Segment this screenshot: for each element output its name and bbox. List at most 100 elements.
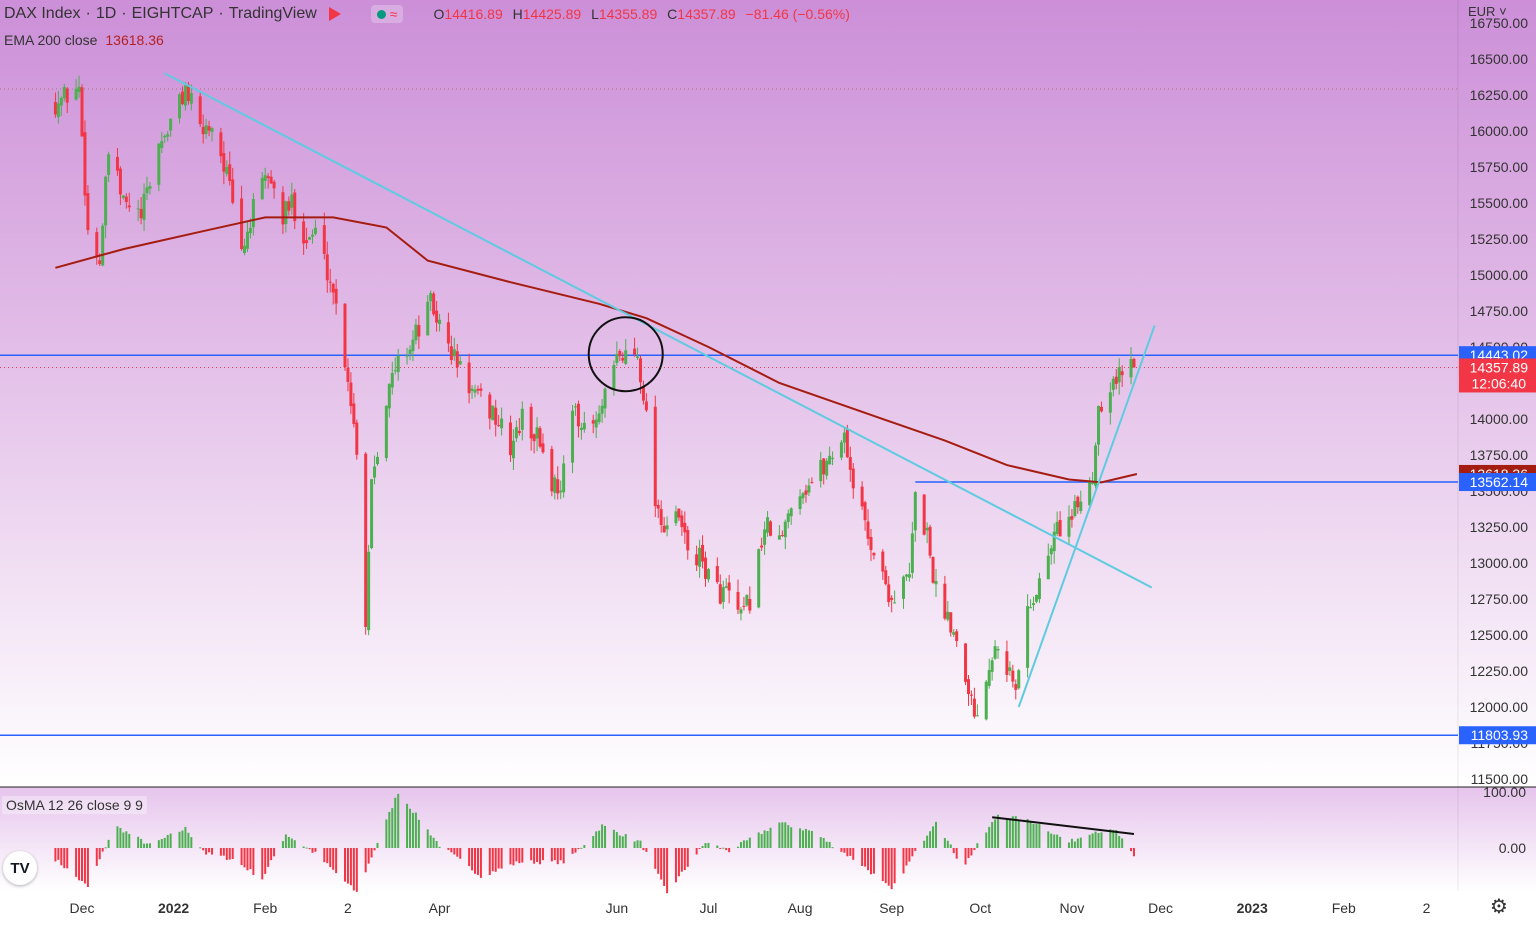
candle-up[interactable] bbox=[101, 225, 105, 266]
candle-up[interactable] bbox=[987, 670, 991, 686]
candle-down[interactable] bbox=[964, 643, 968, 682]
candle-down[interactable] bbox=[115, 156, 119, 171]
candle-up[interactable] bbox=[142, 193, 146, 220]
candle-down[interactable] bbox=[508, 422, 512, 456]
candle-up[interactable] bbox=[842, 432, 846, 443]
candle-up[interactable] bbox=[429, 293, 433, 302]
candle-down[interactable] bbox=[653, 406, 657, 507]
candle-down[interactable] bbox=[742, 605, 746, 607]
candle-down[interactable] bbox=[621, 357, 625, 361]
candle-up[interactable] bbox=[245, 231, 249, 249]
candle-down[interactable] bbox=[872, 552, 876, 556]
candle-down[interactable] bbox=[497, 425, 501, 427]
candle-up[interactable] bbox=[396, 355, 400, 373]
candle-down[interactable] bbox=[80, 87, 84, 137]
candle-up[interactable] bbox=[721, 587, 725, 603]
candle-up[interactable] bbox=[777, 535, 781, 540]
candle-up[interactable] bbox=[559, 490, 563, 493]
candle-down[interactable] bbox=[769, 521, 773, 536]
candle-up[interactable] bbox=[367, 551, 371, 631]
candle-up[interactable] bbox=[828, 455, 832, 465]
candle-up[interactable] bbox=[1094, 445, 1098, 486]
candle-up[interactable] bbox=[1017, 670, 1021, 689]
candle-down[interactable] bbox=[1099, 406, 1103, 412]
candle-down[interactable] bbox=[848, 457, 852, 470]
candle-down[interactable] bbox=[240, 198, 244, 249]
candle-down[interactable] bbox=[695, 554, 699, 566]
candle-up[interactable] bbox=[1097, 405, 1101, 445]
candle-down[interactable] bbox=[53, 101, 57, 115]
candle-down[interactable] bbox=[550, 448, 554, 492]
candle-up[interactable] bbox=[160, 141, 164, 149]
candle-down[interactable] bbox=[928, 526, 932, 556]
candle-down[interactable] bbox=[677, 508, 681, 518]
candle-up[interactable] bbox=[411, 339, 415, 352]
candle-up[interactable] bbox=[901, 576, 905, 599]
candle-up[interactable] bbox=[783, 521, 787, 538]
candle-up[interactable] bbox=[1091, 482, 1095, 484]
candle-down[interactable] bbox=[287, 201, 291, 211]
candle-up[interactable] bbox=[674, 511, 678, 524]
candle-down[interactable] bbox=[633, 348, 637, 355]
candle-down[interactable] bbox=[334, 288, 338, 304]
candle-down[interactable] bbox=[718, 584, 722, 604]
candle-up[interactable] bbox=[452, 349, 456, 357]
candle-up[interactable] bbox=[59, 97, 63, 106]
candle-down[interactable] bbox=[683, 522, 687, 533]
candle-down[interactable] bbox=[201, 126, 205, 135]
candle-down[interactable] bbox=[638, 358, 642, 383]
candle-down[interactable] bbox=[863, 502, 867, 521]
candle-down[interactable] bbox=[644, 401, 648, 411]
candle-up[interactable] bbox=[946, 611, 950, 620]
candle-up[interactable] bbox=[594, 419, 598, 428]
candle-down[interactable] bbox=[352, 403, 356, 424]
candle-up[interactable] bbox=[603, 388, 607, 409]
candle-down[interactable] bbox=[305, 240, 309, 243]
candle-up[interactable] bbox=[107, 154, 111, 175]
candle-up[interactable] bbox=[251, 199, 255, 228]
candle-down[interactable] bbox=[576, 403, 580, 427]
candle-down[interactable] bbox=[884, 570, 888, 585]
candle-up[interactable] bbox=[56, 103, 60, 118]
candle-up[interactable] bbox=[426, 301, 430, 336]
candle-down[interactable] bbox=[866, 521, 870, 539]
candle-down[interactable] bbox=[538, 428, 542, 447]
candle-down[interactable] bbox=[748, 598, 752, 611]
candle-up[interactable] bbox=[1111, 378, 1115, 390]
candle-down[interactable] bbox=[364, 453, 368, 627]
divergence-line[interactable] bbox=[992, 816, 1135, 835]
candle-up[interactable] bbox=[996, 649, 1000, 651]
candle-up[interactable] bbox=[414, 324, 418, 341]
candle-up[interactable] bbox=[1032, 603, 1036, 606]
candle-down[interactable] bbox=[532, 434, 536, 442]
candle-down[interactable] bbox=[780, 535, 784, 537]
candle-down[interactable] bbox=[124, 196, 128, 203]
candle-down[interactable] bbox=[325, 254, 329, 281]
candle-up[interactable] bbox=[166, 134, 170, 137]
candle-down[interactable] bbox=[272, 181, 276, 189]
gear-icon[interactable]: ⚙ bbox=[1490, 896, 1508, 918]
candle-down[interactable] bbox=[328, 281, 332, 283]
candle-up[interactable] bbox=[77, 86, 81, 92]
candle-up[interactable] bbox=[225, 166, 229, 174]
candle-up[interactable] bbox=[893, 602, 897, 604]
candle-up[interactable] bbox=[148, 186, 152, 189]
candle-up[interactable] bbox=[698, 547, 702, 567]
candle-down[interactable] bbox=[355, 422, 359, 455]
candle-down[interactable] bbox=[467, 362, 471, 394]
candle-up[interactable] bbox=[376, 456, 379, 465]
candle-down[interactable] bbox=[686, 529, 690, 551]
candle-up[interactable] bbox=[243, 245, 247, 253]
candle-down[interactable] bbox=[186, 84, 190, 101]
candle-up[interactable] bbox=[313, 227, 317, 234]
candle-up[interactable] bbox=[612, 365, 616, 390]
candle-up[interactable] bbox=[260, 177, 264, 200]
candle-up[interactable] bbox=[393, 370, 397, 372]
symbol-name[interactable]: DAX Index bbox=[4, 5, 81, 22]
candle-up[interactable] bbox=[571, 410, 575, 463]
candle-up[interactable] bbox=[724, 586, 728, 588]
candle-down[interactable] bbox=[1076, 496, 1080, 508]
candle-down[interactable] bbox=[1070, 516, 1074, 520]
candle-down[interactable] bbox=[293, 192, 297, 222]
candle-down[interactable] bbox=[1058, 520, 1062, 537]
